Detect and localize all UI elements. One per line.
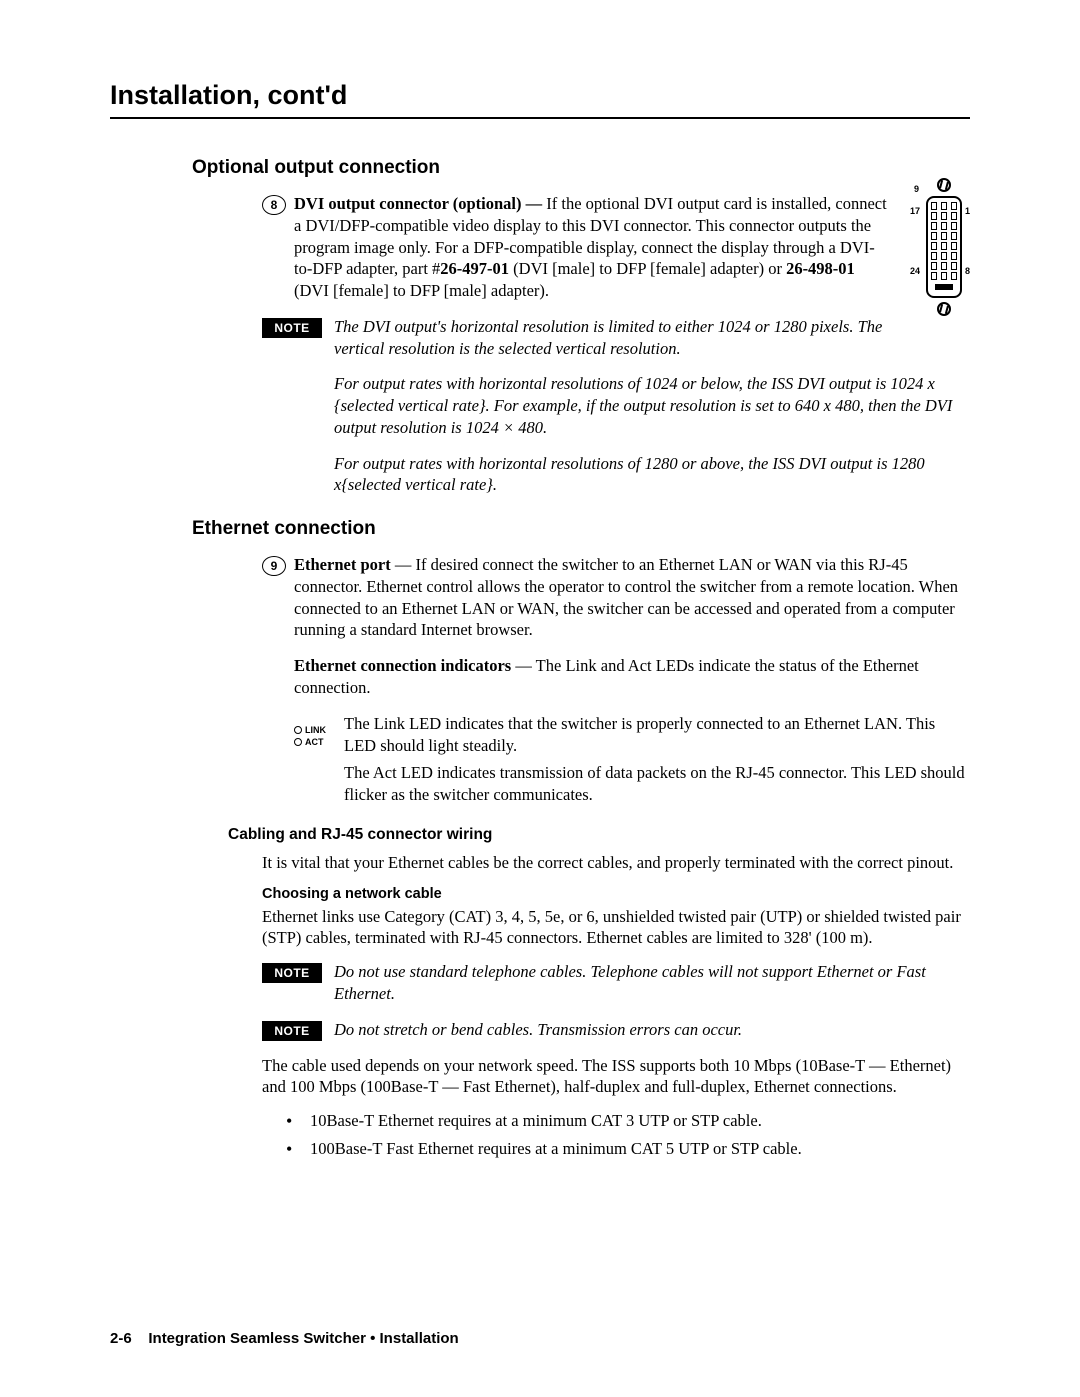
note-dvi-1: NOTE The DVI output's horizontal resolut… [262,316,890,360]
item-8-t2: (DVI [male] to DFP [female] adapter) or [509,259,786,278]
dvi-lbl-8: 8 [965,266,970,276]
speed-text: The cable used depends on your network s… [262,1055,970,1099]
section-optional-output: Optional output connection [192,157,970,179]
item-8-t3: (DVI [female] to DFP [male] adapter). [294,281,549,300]
cabling-heading: Cabling and RJ-45 connector wiring [228,826,970,844]
dvi-lbl-9: 9 [914,184,919,194]
indicators-lead: Ethernet connection indicators [294,656,511,675]
dvi-connector-figure: 9 17 1 24 8 [916,178,972,378]
dvi-body: 17 1 24 8 [926,196,962,298]
item-9-text: Ethernet port — If desired connect the s… [294,554,970,641]
led-link-label: LINK [305,725,326,735]
dvi-lbl-24: 24 [910,266,920,276]
bullet-100base: 100Base-T Fast Ethernet requires at a mi… [286,1138,970,1160]
dvi-lbl-1: 1 [965,206,970,216]
note-cable-b-text: Do not stretch or bend cables. Transmiss… [334,1019,742,1041]
circle-number-8: 8 [262,195,286,215]
chapter-title: Installation, cont'd [110,80,970,119]
led-link-text: The Link LED indicates that the switcher… [344,713,970,757]
dvi-lbl-17: 17 [910,206,920,216]
item-9: 9 Ethernet port — If desired connect the… [262,554,970,641]
cabling-intro: It is vital that your Ethernet cables be… [262,852,970,874]
choosing-heading: Choosing a network cable [262,886,970,902]
note-badge-a: NOTE [262,963,322,983]
led-icon-labels: LINK ACT [294,713,344,812]
note-cable-b: NOTE Do not stretch or bend cables. Tran… [262,1019,970,1041]
item-8-part2: 26-498-01 [786,259,855,278]
page-number: 2-6 [110,1330,132,1347]
item-8-part1: 26-497-01 [440,259,509,278]
page-footer: 2-6 Integration Seamless Switcher • Inst… [110,1330,459,1347]
note-badge: NOTE [262,318,322,338]
cable-bullets: 10Base-T Ethernet requires at a minimum … [286,1110,970,1160]
circle-number-9: 9 [262,556,286,576]
ethernet-indicators: Ethernet connection indicators — The Lin… [294,655,970,699]
note-cable-a-text: Do not use standard telephone cables. Te… [334,961,970,1005]
item-9-lead: Ethernet port [294,555,391,574]
led-block: LINK ACT The Link LED indicates that the… [294,713,970,812]
led-act-icon [294,738,302,746]
item-8-lead: DVI output connector (optional) — [294,194,546,213]
footer-title: Integration Seamless Switcher • Installa… [148,1330,458,1347]
section-ethernet: Ethernet connection [192,518,970,540]
note-dvi-p2: For output rates with horizontal resolut… [334,373,970,438]
note-dvi-1-text: The DVI output's horizontal resolution i… [334,316,890,360]
led-act-label: ACT [305,737,324,747]
dvi-ground-bar [935,284,953,290]
item-8: 8 DVI output connector (optional) — If t… [262,193,890,302]
dvi-screw-top-icon [937,178,951,192]
note-cable-a: NOTE Do not use standard telephone cable… [262,961,970,1005]
note-dvi-p3: For output rates with horizontal resolut… [334,453,970,497]
choosing-text: Ethernet links use Category (CAT) 3, 4, … [262,906,970,950]
led-link-icon [294,726,302,734]
item-8-text: DVI output connector (optional) — If the… [294,193,890,302]
item-9-body: — If desired connect the switcher to an … [294,555,958,639]
dvi-screw-bottom-icon [937,302,951,316]
led-act-text: The Act LED indicates transmission of da… [344,762,970,806]
bullet-10base: 10Base-T Ethernet requires at a minimum … [286,1110,970,1132]
note-badge-b: NOTE [262,1021,322,1041]
